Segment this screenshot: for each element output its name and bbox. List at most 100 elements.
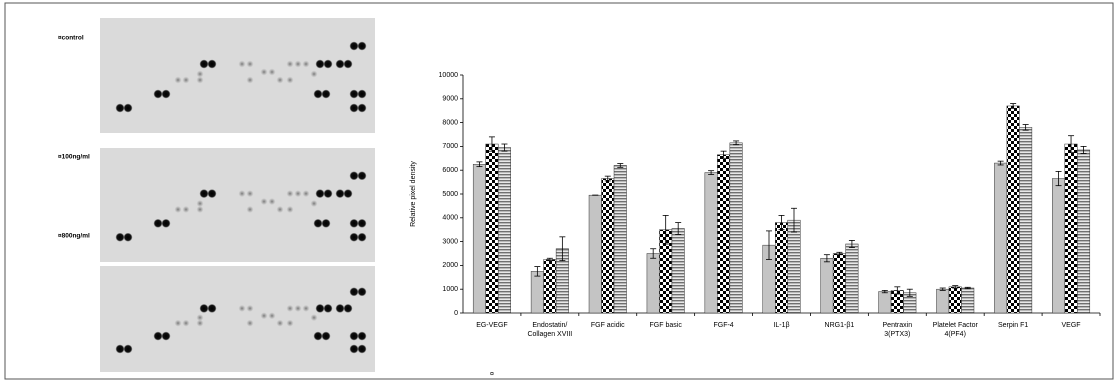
blot-spot: [207, 59, 217, 69]
blot-spot: [357, 287, 367, 297]
x-tick-label: Platelet Factor 4(PF4): [933, 322, 979, 338]
blot-spot: [196, 205, 204, 213]
bar: [787, 219, 801, 314]
blot-spot: [349, 171, 359, 181]
blot-spot: [302, 190, 310, 198]
error-bar: [476, 161, 483, 168]
blot-spot: [357, 218, 367, 228]
x-tick-label: FGF-4: [713, 322, 733, 329]
blot-spot: [260, 68, 268, 76]
blot-spot: [286, 60, 294, 68]
blot-spot: [196, 76, 204, 84]
y-tick-label: 0: [454, 310, 458, 317]
x-tick-label: FGF acidic: [591, 322, 625, 329]
blot-spot: [357, 344, 367, 354]
blot-spot: [238, 60, 246, 68]
blot-spot: [294, 304, 302, 312]
bar: [1006, 105, 1020, 314]
blot-spot: [276, 76, 284, 84]
error-bar: [1068, 135, 1075, 153]
x-tick-label: Serpin F1: [998, 322, 1028, 329]
error-bar: [1055, 170, 1062, 187]
blot-spot: [335, 59, 345, 69]
blot-spot: [302, 304, 310, 312]
error-bar: [604, 175, 611, 182]
blot-spot: [199, 189, 209, 199]
blot-spot: [349, 344, 359, 354]
panel-label: ¤800ng/ml: [58, 233, 90, 240]
error-bar: [488, 136, 495, 152]
bar: [729, 142, 743, 314]
blot-spot: [123, 103, 133, 113]
error-bar: [559, 236, 566, 262]
blot-spot: [294, 190, 302, 198]
blot-spot: [286, 319, 294, 327]
blot-spot: [246, 76, 254, 84]
blot-spot: [276, 319, 284, 327]
blot-spot: [321, 89, 331, 99]
blot-spot: [313, 331, 323, 341]
blot-background: [100, 266, 375, 372]
y-axis-label: Relative pixel density: [410, 161, 417, 227]
blot-spot: [246, 205, 254, 213]
blot-spot: [199, 303, 209, 313]
error-bar: [720, 150, 727, 159]
blot-spot: [238, 190, 246, 198]
error-bar: [894, 286, 901, 295]
blot-spot: [260, 312, 268, 320]
error-bar: [650, 248, 657, 259]
blot-spot: [246, 60, 254, 68]
y-tick-label: 1000: [442, 286, 458, 293]
blot-spot: [321, 331, 331, 341]
bar: [671, 228, 685, 314]
blot-panel: [100, 266, 375, 372]
blot-spot: [161, 331, 171, 341]
blot-panel: [100, 148, 375, 262]
blot-spot: [349, 218, 359, 228]
bar: [961, 287, 975, 314]
x-tick-label: Endostatin/Collagen XVIII: [527, 322, 572, 338]
y-tick-label: 3000: [442, 238, 458, 245]
bar: [878, 291, 892, 314]
blot-spot: [153, 331, 163, 341]
x-tick-label: FGF basic: [650, 322, 683, 329]
panel-label: ¤control: [58, 35, 84, 42]
blot-spot: [315, 303, 325, 313]
blot-spot: [174, 319, 182, 327]
blot-spot: [357, 89, 367, 99]
bar: [646, 253, 660, 314]
blot-spot: [321, 218, 331, 228]
bar: [543, 259, 557, 314]
error-bar: [708, 170, 715, 175]
blot-spot: [349, 287, 359, 297]
blot-spot: [207, 303, 217, 313]
blot-spot: [115, 103, 125, 113]
bar: [704, 172, 718, 314]
error-bar: [791, 207, 797, 233]
blot-spot: [335, 303, 345, 313]
blot-spot: [238, 304, 246, 312]
error-bar: [1080, 145, 1087, 154]
blot-spot: [286, 76, 294, 84]
error-bar: [952, 285, 959, 289]
error-bar: [823, 254, 830, 263]
blot-spot: [315, 189, 325, 199]
bar: [601, 178, 615, 314]
blot-spot: [115, 344, 125, 354]
error-bar: [675, 222, 682, 235]
error-bar: [501, 143, 508, 152]
blot-spot: [161, 89, 171, 99]
blot-spot: [302, 60, 310, 68]
bar: [775, 222, 788, 314]
bar: [613, 165, 627, 314]
bar: [588, 194, 602, 314]
blot-spot: [196, 319, 204, 327]
panel-label: ¤100ng/ml: [58, 154, 90, 161]
blot-spot: [310, 314, 318, 322]
blot-spot: [315, 59, 325, 69]
bar: [1052, 178, 1066, 314]
bar: [845, 243, 859, 314]
blot-spot: [246, 304, 254, 312]
blot-spot: [357, 103, 367, 113]
frame: [4, 2, 1114, 380]
